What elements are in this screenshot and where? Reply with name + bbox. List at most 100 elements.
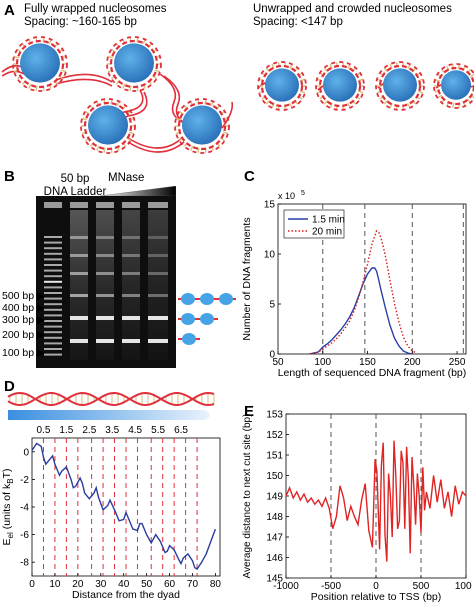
x-tick-label-2: 150 [359, 357, 376, 368]
top-tick-label-2: 2.5 [82, 425, 96, 436]
nucleosome-7 [375, 61, 425, 111]
x-tick-label-3: 500 [413, 581, 430, 592]
x-tick-label-4: 1000 [455, 581, 472, 592]
y-axis-label: Eel (units of kBT) [1, 469, 15, 546]
top-tick-label-3: 3.5 [105, 425, 119, 436]
marker-200: 200 bp ▶ [2, 329, 46, 341]
nucleosome-2 [106, 36, 162, 92]
legend-entry-0: 1.5 min [312, 215, 345, 226]
x-tick-label-1: 100 [314, 357, 331, 368]
x-tick-label-1: -500 [321, 581, 341, 592]
ladder-line2: DNA Ladder [43, 186, 107, 198]
exponent-power: 5 [301, 190, 305, 197]
panel-b-label: B [4, 168, 15, 185]
nucleosome-5 [257, 61, 307, 111]
top-tick-label-4: 4.5 [128, 425, 142, 436]
panel-e-label: E [244, 403, 255, 420]
x-tick-label-3: 200 [404, 357, 421, 368]
x-tick-label-0: 0 [29, 579, 35, 590]
x-tick-label-6: 60 [164, 579, 176, 590]
mnase-lane-2 [96, 202, 114, 360]
y-tick-label-6: 151 [266, 451, 283, 462]
x-tick-label-1: 10 [49, 579, 61, 590]
top-tick-label-1: 1.5 [59, 425, 73, 436]
marker-400: 400 bp ▶ [2, 302, 46, 314]
x-tick-label-0: 50 [272, 357, 284, 368]
legend-entry-1: 20 min [312, 227, 342, 238]
panel-a-right-caption: Unwrapped and crowded nucleosomes Spacin… [253, 3, 452, 29]
y-tick-label-1: 5 [269, 300, 275, 311]
y-tick-label-0: 0 [269, 350, 275, 361]
marker-300: 300 bp ▶ [2, 314, 46, 326]
y-tick-label-3: 15 [264, 200, 276, 211]
y-tick-label-8: 153 [266, 410, 283, 421]
ladder-label: 50 bp DNA Ladder [40, 173, 110, 199]
x-tick-label-5: 50 [141, 579, 153, 590]
x-axis-label: Position relative to TSS (bp) [311, 591, 442, 602]
nucleosome-schematics [178, 293, 236, 345]
y-tick-label-2: 147 [266, 533, 283, 544]
y-tick-label-4: 149 [266, 492, 283, 503]
y-tick-label-3: -6 [20, 530, 29, 541]
series-line-0 [285, 440, 467, 562]
y-tick-label-1: 146 [266, 553, 283, 564]
y-tick-label-2: -4 [20, 503, 29, 514]
x-tick-label-7: 70 [187, 579, 199, 590]
electrostatic-energy-chart: 0 10 20 30 40 50 60 70 80 0 -2 -4 -6 -8 0.5 1.5 2.5 3.5 4.… [1, 425, 222, 601]
right-caption-line2: Spacing: <147 bp [253, 16, 343, 28]
series-line-0 [31, 442, 217, 571]
y-tick-label-7: 152 [266, 430, 283, 441]
x-tick-label-4: 40 [118, 579, 130, 590]
y-tick-label-0: 145 [266, 574, 283, 585]
x-tick-label-8: 80 [210, 579, 222, 590]
y-tick-label-4: -8 [20, 558, 29, 569]
top-tick-label-0: 0.5 [37, 425, 51, 436]
ladder-lane [44, 202, 62, 356]
nucleosomes [12, 36, 474, 154]
x-tick-label-2: 0 [373, 581, 379, 592]
y-axis-label: Number of DNA fragments [241, 217, 253, 340]
nucleosome-1 [12, 36, 68, 92]
nucleosome-illustration [1, 36, 474, 154]
x-tick-label-2: 20 [72, 579, 84, 590]
panel-a-left-caption: Fully wrapped nucleosomes Spacing: ~160-… [24, 3, 167, 29]
mnase-lane-4 [148, 202, 168, 360]
x-axis-label: Distance from the dyad [72, 589, 180, 601]
fragment-length-chart: 50 100 150 200 250 0 5 10 15 Length of sequenced … [241, 190, 467, 378]
y-tick-label-2: 10 [264, 250, 276, 261]
y-axis-label: Average distance to next cut site (bp) [242, 414, 253, 579]
ladder-line1: 50 bp [60, 173, 90, 185]
x-tick-label-3: 30 [95, 579, 107, 590]
nucleosome-3 [80, 98, 136, 154]
x-axis-label: Length of sequenced DNA fragment (bp) [278, 367, 467, 378]
y-tick-label-5: 150 [266, 471, 283, 482]
marker-500: 500 bp ▶ [2, 290, 46, 302]
left-caption-line2: Spacing: ~160-165 bp [24, 16, 137, 28]
panel-d-label: D [4, 378, 15, 395]
y-tick-label-0: 0 [23, 447, 29, 458]
gel-image [36, 196, 176, 368]
panel-a-label: A [4, 2, 15, 19]
panel-c-label: C [244, 168, 255, 185]
blue-gradient-bar [8, 410, 210, 420]
marker-100: 100 bp ▶ [2, 347, 46, 359]
x-tick-label-0: -1000 [273, 581, 299, 592]
series-line-0 [309, 267, 413, 355]
mnase-lane-1 [70, 202, 88, 360]
cut-site-distance-chart: -1000 -500 0 500 1000 145 146 147 148 149 150 151 15… [242, 410, 472, 602]
top-tick-label-5: 5.5 [151, 425, 165, 436]
y-tick-label-1: -2 [20, 475, 29, 486]
mnase-label: MNase [108, 172, 145, 184]
top-tick-label-6: 6.5 [174, 425, 188, 436]
y-tick-label-3: 148 [266, 512, 283, 523]
nucleosome-6 [315, 61, 365, 111]
mnase-lane-3 [122, 202, 140, 360]
exponent-label: x 10 [278, 191, 295, 201]
nucleosome-4 [174, 98, 230, 154]
mnase-gradient-wedge [100, 186, 176, 196]
right-caption-line1: Unwrapped and crowded nucleosomes [253, 3, 452, 15]
x-tick-label-4: 250 [449, 357, 466, 368]
left-caption-line1: Fully wrapped nucleosomes [24, 3, 167, 15]
series-line-1 [309, 229, 418, 355]
